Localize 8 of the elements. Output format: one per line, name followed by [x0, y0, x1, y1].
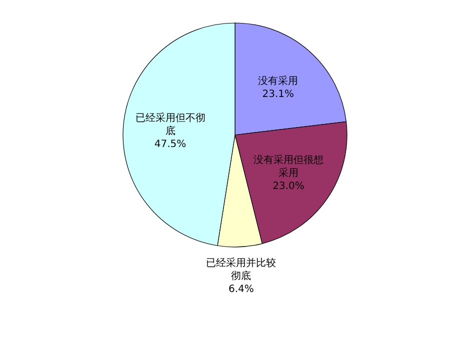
data-label: 6.4%	[228, 284, 254, 295]
slice-label: 没有采用	[258, 74, 298, 87]
slice-label: 没有采用但很想采用	[253, 154, 324, 179]
data-label: 23.0%	[272, 180, 304, 192]
data-label: 23.1%	[262, 88, 294, 100]
slice-label: 已经采用并比较彻底	[206, 256, 276, 282]
data-label: 47.5%	[154, 138, 186, 150]
slice-label: 已经采用但不彻底	[135, 112, 206, 137]
